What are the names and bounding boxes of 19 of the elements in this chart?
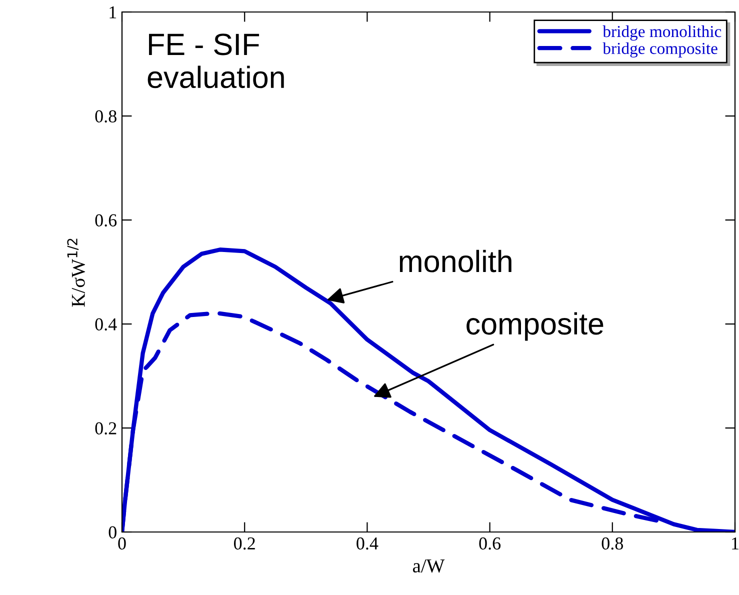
annotation: monolith (400, 250, 512, 272)
x-tick-label: 0.8 (602, 537, 623, 550)
y-tick-label: 0.6 (95, 214, 117, 227)
annotation: composite (466, 312, 604, 341)
y-tick-label: 0 (108, 526, 116, 538)
x-tick-label: 1 (732, 537, 738, 550)
x-tick-label: 0 (118, 537, 126, 550)
x-axis-title: a/W (412, 559, 445, 573)
y-tick-label: 1 (110, 6, 116, 18)
legend-label: bridge composite (602, 42, 718, 58)
annotation: FE - SIF evaluation (148, 34, 284, 88)
y-tick-label: 0.2 (95, 422, 116, 435)
x-tick-label: 0.2 (234, 537, 255, 550)
x-tick-label: 0.6 (479, 537, 501, 550)
y-tick-label: 0.8 (95, 110, 116, 123)
x-tick-label: 0.4 (356, 537, 378, 550)
y-tick-label: 0.4 (95, 318, 117, 331)
y-axis-title: K/σW$^{1/2}$ (67, 238, 86, 307)
legend-label: bridge monolithic (602, 25, 722, 41)
